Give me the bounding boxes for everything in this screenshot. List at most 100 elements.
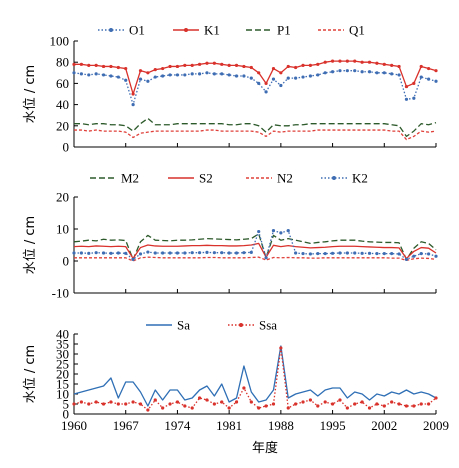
- data-point-ssa: [249, 400, 253, 404]
- legend-label-k2: K2: [352, 171, 368, 186]
- y-axis-title: 水位 / cm: [23, 65, 38, 123]
- data-point-ssa: [434, 396, 438, 400]
- legend-label-m2: M2: [121, 171, 139, 186]
- data-point-k2: [227, 251, 231, 255]
- y-tick-label: 15: [56, 377, 69, 392]
- series-line-k1: [74, 60, 437, 95]
- data-point-o1: [72, 71, 76, 75]
- data-point-ssa: [367, 406, 372, 410]
- data-point-ssa: [271, 402, 276, 406]
- data-point-o1: [175, 73, 180, 77]
- data-point-ssa: [79, 400, 83, 404]
- data-point-k2: [353, 251, 357, 255]
- data-point-ssa: [168, 402, 172, 406]
- data-point-o1: [419, 75, 423, 79]
- y-tick-label: 40: [56, 97, 69, 112]
- data-point-o1: [161, 74, 165, 78]
- legend-label-p1: P1: [277, 23, 291, 38]
- x-tick-label: 1981: [216, 418, 242, 433]
- data-point-o1: [367, 70, 372, 74]
- data-point-k1: [412, 81, 416, 85]
- legend-marker-k2: [332, 176, 336, 180]
- data-point-k1: [301, 63, 305, 67]
- data-point-ssa: [308, 398, 313, 402]
- data-point-k1: [404, 84, 409, 89]
- data-point-k1: [183, 63, 187, 67]
- data-point-ssa: [94, 400, 98, 404]
- data-point-ssa: [294, 402, 298, 406]
- data-point-k2: [382, 252, 386, 256]
- series-line-p1: [74, 117, 437, 138]
- data-point-ssa: [131, 400, 135, 404]
- data-point-k2: [308, 252, 313, 256]
- y-tick-label: 40: [56, 327, 69, 342]
- x-tick-label: 1960: [61, 418, 87, 433]
- data-point-ssa: [197, 396, 202, 400]
- data-point-k2: [72, 251, 76, 255]
- data-point-k1: [286, 64, 290, 69]
- data-point-k2: [419, 252, 423, 256]
- data-point-o1: [279, 83, 283, 88]
- data-point-ssa: [353, 402, 357, 406]
- data-point-ssa: [264, 404, 268, 408]
- data-point-ssa: [323, 400, 327, 404]
- data-point-ssa: [205, 398, 209, 402]
- y-tick-label: 5: [63, 397, 70, 412]
- data-point-o1: [227, 73, 231, 77]
- y-axis-title: 水位 / cm: [23, 216, 38, 274]
- data-point-ssa: [375, 402, 379, 406]
- data-point-ssa: [124, 402, 128, 406]
- data-point-k2: [116, 251, 120, 255]
- data-point-o1: [168, 73, 172, 77]
- data-point-ssa: [153, 398, 157, 402]
- y-tick-label: 20: [56, 190, 69, 205]
- data-point-k2: [345, 251, 349, 255]
- data-point-ssa: [382, 404, 386, 408]
- legend-label-o1: O1: [129, 23, 145, 38]
- data-point-k2: [279, 231, 283, 235]
- x-tick-label: 2009: [423, 418, 449, 433]
- data-point-k2: [220, 251, 224, 255]
- data-point-o1: [404, 97, 409, 101]
- data-point-k2: [330, 251, 335, 255]
- data-point-ssa: [286, 406, 290, 410]
- data-point-o1: [264, 90, 268, 94]
- legend-marker-o1: [109, 28, 113, 32]
- data-point-o1: [382, 71, 386, 75]
- y-tick-label: 35: [56, 337, 69, 352]
- data-point-o1: [323, 71, 327, 75]
- data-point-k2: [264, 256, 268, 260]
- data-point-ssa: [109, 400, 113, 404]
- data-point-k1: [323, 60, 327, 64]
- data-point-k1: [101, 64, 106, 69]
- data-point-k2: [397, 252, 401, 256]
- data-point-k2: [338, 251, 342, 255]
- data-point-ssa: [175, 400, 180, 404]
- data-point-k2: [360, 251, 364, 255]
- series-line-sa: [73, 345, 437, 407]
- y-tick-label: 100: [50, 34, 70, 49]
- legend-label-q1: Q1: [349, 23, 365, 38]
- data-point-k1: [353, 59, 357, 63]
- data-point-ssa: [279, 346, 283, 350]
- data-point-o1: [390, 72, 394, 76]
- x-tick-label: 2002: [371, 418, 397, 433]
- data-point-k1: [294, 65, 298, 70]
- data-point-k2: [146, 250, 150, 254]
- series-line-q1: [74, 129, 437, 141]
- data-point-k1: [72, 62, 76, 66]
- x-tick-label: 1988: [268, 418, 294, 433]
- y-axis-title: 水位 / cm: [23, 345, 38, 403]
- data-point-ssa: [116, 402, 120, 406]
- chart-panel-2: -10 0 10 20 水位 / cm M2 S2 N2 K2: [23, 171, 438, 301]
- data-point-ssa: [161, 406, 165, 410]
- data-point-k1: [249, 65, 253, 70]
- data-point-o1: [308, 74, 313, 78]
- data-point-o1: [286, 76, 290, 80]
- data-point-o1: [101, 73, 106, 77]
- data-point-o1: [360, 70, 364, 74]
- data-point-ssa: [316, 404, 320, 408]
- data-point-k2: [249, 250, 253, 254]
